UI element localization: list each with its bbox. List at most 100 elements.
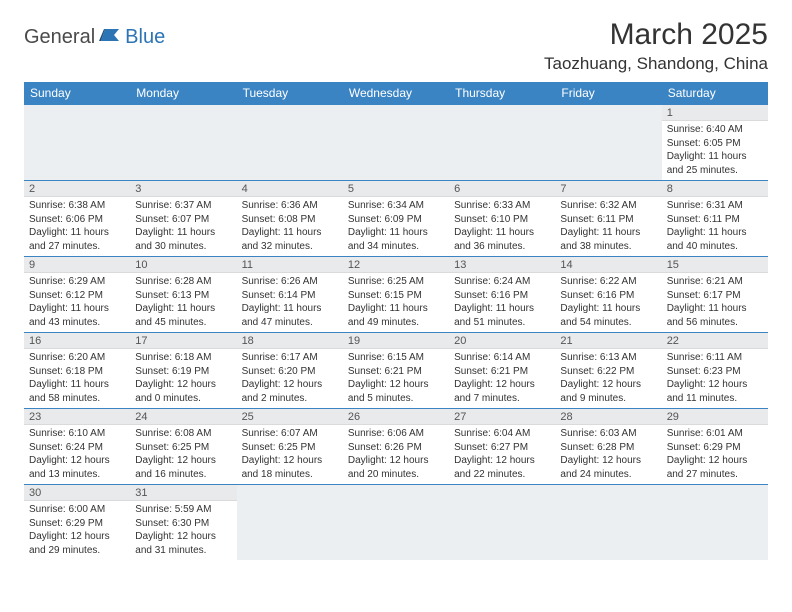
day-cell: 7Sunrise: 6:32 AMSunset: 6:11 PMDaylight…: [555, 181, 661, 257]
week-row: 16Sunrise: 6:20 AMSunset: 6:18 PMDayligh…: [24, 333, 768, 409]
day-number: 3: [130, 181, 236, 197]
day-cell: 19Sunrise: 6:15 AMSunset: 6:21 PMDayligh…: [343, 333, 449, 409]
logo-text-general: General: [24, 26, 95, 49]
day-header-row: SundayMondayTuesdayWednesdayThursdayFrid…: [24, 82, 768, 105]
day-header: Thursday: [449, 82, 555, 105]
day-cell: 1Sunrise: 6:40 AMSunset: 6:05 PMDaylight…: [662, 105, 768, 181]
day-body: Sunrise: 6:00 AMSunset: 6:29 PMDaylight:…: [24, 501, 130, 560]
logo: General Blue: [24, 18, 165, 49]
empty-cell: [662, 485, 768, 561]
day-body: Sunrise: 6:21 AMSunset: 6:17 PMDaylight:…: [662, 273, 768, 332]
day-cell: 4Sunrise: 6:36 AMSunset: 6:08 PMDaylight…: [237, 181, 343, 257]
day-number: 29: [662, 409, 768, 425]
day-body: Sunrise: 6:28 AMSunset: 6:13 PMDaylight:…: [130, 273, 236, 332]
day-number: 16: [24, 333, 130, 349]
header: General Blue March 2025 Taozhuang, Shand…: [24, 18, 768, 74]
day-cell: 3Sunrise: 6:37 AMSunset: 6:07 PMDaylight…: [130, 181, 236, 257]
day-number: 14: [555, 257, 661, 273]
day-number: 21: [555, 333, 661, 349]
day-cell: 8Sunrise: 6:31 AMSunset: 6:11 PMDaylight…: [662, 181, 768, 257]
day-number: 13: [449, 257, 555, 273]
day-body: Sunrise: 6:14 AMSunset: 6:21 PMDaylight:…: [449, 349, 555, 408]
week-row: 30Sunrise: 6:00 AMSunset: 6:29 PMDayligh…: [24, 485, 768, 561]
day-cell: 29Sunrise: 6:01 AMSunset: 6:29 PMDayligh…: [662, 409, 768, 485]
empty-cell: [555, 485, 661, 561]
day-cell: 16Sunrise: 6:20 AMSunset: 6:18 PMDayligh…: [24, 333, 130, 409]
empty-cell: [237, 105, 343, 181]
empty-cell: [449, 105, 555, 181]
day-cell: 15Sunrise: 6:21 AMSunset: 6:17 PMDayligh…: [662, 257, 768, 333]
day-cell: 27Sunrise: 6:04 AMSunset: 6:27 PMDayligh…: [449, 409, 555, 485]
day-body: Sunrise: 6:31 AMSunset: 6:11 PMDaylight:…: [662, 197, 768, 256]
day-cell: 12Sunrise: 6:25 AMSunset: 6:15 PMDayligh…: [343, 257, 449, 333]
day-body: Sunrise: 6:24 AMSunset: 6:16 PMDaylight:…: [449, 273, 555, 332]
week-row: 2Sunrise: 6:38 AMSunset: 6:06 PMDaylight…: [24, 181, 768, 257]
empty-cell: [237, 485, 343, 561]
month-title: March 2025: [544, 18, 768, 52]
day-cell: 22Sunrise: 6:11 AMSunset: 6:23 PMDayligh…: [662, 333, 768, 409]
empty-cell: [555, 105, 661, 181]
day-number: 20: [449, 333, 555, 349]
day-number: 2: [24, 181, 130, 197]
day-number: 25: [237, 409, 343, 425]
day-body: Sunrise: 6:11 AMSunset: 6:23 PMDaylight:…: [662, 349, 768, 408]
day-cell: 14Sunrise: 6:22 AMSunset: 6:16 PMDayligh…: [555, 257, 661, 333]
day-number: 30: [24, 485, 130, 501]
day-number: 5: [343, 181, 449, 197]
day-number: 6: [449, 181, 555, 197]
day-body: Sunrise: 6:29 AMSunset: 6:12 PMDaylight:…: [24, 273, 130, 332]
day-body: Sunrise: 6:40 AMSunset: 6:05 PMDaylight:…: [662, 121, 768, 180]
day-number: 7: [555, 181, 661, 197]
day-cell: 25Sunrise: 6:07 AMSunset: 6:25 PMDayligh…: [237, 409, 343, 485]
day-body: Sunrise: 6:33 AMSunset: 6:10 PMDaylight:…: [449, 197, 555, 256]
day-body: Sunrise: 6:36 AMSunset: 6:08 PMDaylight:…: [237, 197, 343, 256]
day-body: Sunrise: 6:22 AMSunset: 6:16 PMDaylight:…: [555, 273, 661, 332]
day-cell: 9Sunrise: 6:29 AMSunset: 6:12 PMDaylight…: [24, 257, 130, 333]
day-number: 17: [130, 333, 236, 349]
day-cell: 28Sunrise: 6:03 AMSunset: 6:28 PMDayligh…: [555, 409, 661, 485]
day-number: 8: [662, 181, 768, 197]
day-number: 1: [662, 105, 768, 121]
day-body: Sunrise: 6:06 AMSunset: 6:26 PMDaylight:…: [343, 425, 449, 484]
day-number: 24: [130, 409, 236, 425]
day-body: Sunrise: 6:08 AMSunset: 6:25 PMDaylight:…: [130, 425, 236, 484]
day-number: 19: [343, 333, 449, 349]
day-cell: 2Sunrise: 6:38 AMSunset: 6:06 PMDaylight…: [24, 181, 130, 257]
day-body: Sunrise: 6:25 AMSunset: 6:15 PMDaylight:…: [343, 273, 449, 332]
day-header: Friday: [555, 82, 661, 105]
day-header: Monday: [130, 82, 236, 105]
day-header: Saturday: [662, 82, 768, 105]
day-cell: 11Sunrise: 6:26 AMSunset: 6:14 PMDayligh…: [237, 257, 343, 333]
day-body: Sunrise: 6:38 AMSunset: 6:06 PMDaylight:…: [24, 197, 130, 256]
logo-text-blue: Blue: [125, 26, 165, 49]
day-number: 27: [449, 409, 555, 425]
empty-cell: [24, 105, 130, 181]
day-cell: 17Sunrise: 6:18 AMSunset: 6:19 PMDayligh…: [130, 333, 236, 409]
day-cell: 24Sunrise: 6:08 AMSunset: 6:25 PMDayligh…: [130, 409, 236, 485]
empty-cell: [449, 485, 555, 561]
day-cell: 18Sunrise: 6:17 AMSunset: 6:20 PMDayligh…: [237, 333, 343, 409]
day-number: 10: [130, 257, 236, 273]
day-header: Sunday: [24, 82, 130, 105]
day-header: Wednesday: [343, 82, 449, 105]
day-cell: 31Sunrise: 5:59 AMSunset: 6:30 PMDayligh…: [130, 485, 236, 561]
empty-cell: [343, 485, 449, 561]
day-cell: 10Sunrise: 6:28 AMSunset: 6:13 PMDayligh…: [130, 257, 236, 333]
day-body: Sunrise: 6:17 AMSunset: 6:20 PMDaylight:…: [237, 349, 343, 408]
day-body: Sunrise: 6:32 AMSunset: 6:11 PMDaylight:…: [555, 197, 661, 256]
day-cell: 21Sunrise: 6:13 AMSunset: 6:22 PMDayligh…: [555, 333, 661, 409]
day-number: 31: [130, 485, 236, 501]
day-cell: 5Sunrise: 6:34 AMSunset: 6:09 PMDaylight…: [343, 181, 449, 257]
day-cell: 30Sunrise: 6:00 AMSunset: 6:29 PMDayligh…: [24, 485, 130, 561]
day-body: Sunrise: 6:15 AMSunset: 6:21 PMDaylight:…: [343, 349, 449, 408]
day-cell: 20Sunrise: 6:14 AMSunset: 6:21 PMDayligh…: [449, 333, 555, 409]
day-body: Sunrise: 6:18 AMSunset: 6:19 PMDaylight:…: [130, 349, 236, 408]
day-number: 15: [662, 257, 768, 273]
location: Taozhuang, Shandong, China: [544, 54, 768, 74]
day-body: Sunrise: 6:26 AMSunset: 6:14 PMDaylight:…: [237, 273, 343, 332]
day-body: Sunrise: 6:07 AMSunset: 6:25 PMDaylight:…: [237, 425, 343, 484]
week-row: 1Sunrise: 6:40 AMSunset: 6:05 PMDaylight…: [24, 105, 768, 181]
day-number: 9: [24, 257, 130, 273]
day-body: Sunrise: 6:34 AMSunset: 6:09 PMDaylight:…: [343, 197, 449, 256]
week-row: 23Sunrise: 6:10 AMSunset: 6:24 PMDayligh…: [24, 409, 768, 485]
